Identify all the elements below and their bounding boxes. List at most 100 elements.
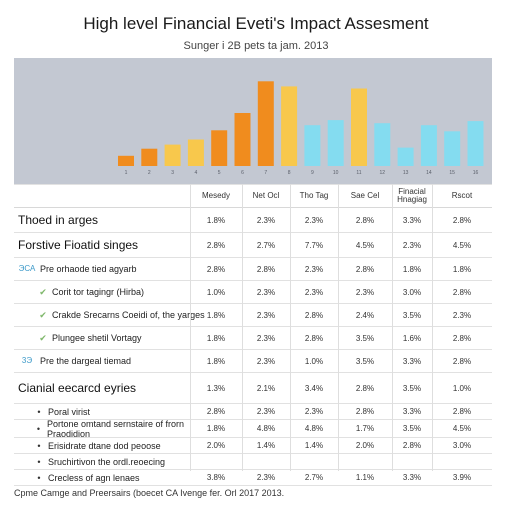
row-label: ✔ Corit tor tagingr (Hirba) — [14, 281, 214, 303]
x-tick-label: 13 — [403, 170, 409, 176]
table-cell: 2.3% — [304, 215, 324, 225]
x-tick-label: 10 — [333, 170, 339, 176]
row-label-text: Portone omtand sernstaire of frorn Praod… — [46, 418, 185, 439]
table-cell: 3.4% — [304, 383, 324, 393]
bar-9 — [304, 125, 321, 166]
table-cell: 1.8% — [206, 424, 226, 433]
row-label: Thoed in arges — [14, 208, 194, 232]
table-cell: 2.3% — [256, 356, 276, 366]
table-cell — [338, 454, 392, 469]
table-cell: 3.3% — [402, 215, 422, 225]
x-tick-label: 2 — [148, 170, 151, 176]
row-label: • Poral virist — [14, 404, 210, 419]
table-cell: 2.8% — [452, 356, 472, 366]
table-row: Forstive Fioatid singes 2.8% 2.7% 7.7% 4.5% 2… — [14, 233, 492, 258]
table-cell: 3.5% — [355, 356, 375, 366]
table-row: 3Э Pre the dargeal tiemad 1.8% 2.3% 1.0% 3.5%… — [14, 350, 492, 373]
table-cell: 1.8% — [206, 333, 226, 343]
column-header: Mesedy — [201, 191, 230, 200]
chart-title: High level Financial Eveti's Impact Asse… — [83, 14, 429, 33]
x-tick-label: 1 — [125, 170, 128, 176]
table-cell: 2.8% — [206, 407, 226, 416]
marker-icon: 3Э — [21, 356, 33, 365]
table-row: Cianial eecarcd eyries 1.3% 2.1% 3.4% 2.8% 3.… — [14, 373, 492, 404]
table-cell: 2.8% — [452, 333, 472, 343]
column-divider — [290, 184, 291, 471]
row-label: Forstive Fioatid singes — [14, 233, 194, 257]
bar-chart: 1 2 3 4 5 6 7 8 9 10 11 12 13 14 15 16 — [118, 81, 484, 176]
row-label-text: Poral virist — [48, 406, 91, 417]
row-label-text: Forstive Fioatid singes — [18, 238, 139, 252]
table-cell: 3.5% — [402, 424, 422, 433]
table-cell: 3.3% — [402, 356, 422, 366]
x-tick-label: 14 — [426, 170, 432, 176]
bar-chart-panel: 1 2 3 4 5 6 7 8 9 10 11 12 13 14 15 16 — [14, 58, 492, 184]
table-cell: 2.3% — [304, 264, 324, 274]
table-cell: 2.8% — [402, 441, 422, 450]
table-row: ✔ Crakde Srecarns Coeidi of, the yarges 1.… — [14, 304, 492, 327]
table-cell: 1.8% — [206, 310, 226, 320]
row-label-text: Pre orhaode tied agyarb — [40, 264, 137, 274]
bar-7 — [257, 81, 274, 166]
table-cell: 2.8% — [304, 333, 324, 343]
marker-icon: ЭСА — [18, 264, 36, 273]
column-divider — [392, 184, 393, 471]
table-row: ✔ Corit tor tagingr (Hirba) 1.0% 2.3% 2.3% 2.… — [14, 281, 492, 304]
bar-1 — [118, 155, 134, 166]
table-cell: 3.3% — [402, 473, 422, 482]
table-cell: 1.6% — [402, 333, 422, 343]
table-row: ЭСА Pre orhaode tied agyarb 2.8% 2.8% 2.3% 2.… — [14, 258, 492, 281]
column-header: Rscot — [451, 191, 473, 200]
impact-table: Mesedy Net Ocl Tho Tag Sae Cel Finacial Hnag… — [14, 184, 492, 486]
table-cell: 2.8% — [452, 287, 472, 297]
table-row: ✔ Plungee shetil Vortagy 1.8% 2.3% 2.8% 3.5% 1… — [14, 327, 492, 350]
row-label-text: Pre the dargeal tiemad — [40, 356, 132, 366]
row-label: ✔ Plungee shetil Vortagy — [14, 327, 214, 349]
table-cell: 2.8% — [452, 215, 472, 225]
table-cell: 3.8% — [206, 473, 226, 482]
check-icon: ✔ — [39, 287, 47, 297]
x-tick-label: 4 — [195, 170, 198, 176]
table-cell: 2.8% — [304, 310, 324, 320]
column-divider — [190, 184, 191, 471]
table-cell: 2.3% — [256, 215, 276, 225]
table-cell: 3.3% — [402, 407, 422, 416]
bar-5 — [211, 130, 228, 166]
table-cell: 4.5% — [452, 424, 472, 433]
table-cell: 3.0% — [452, 441, 472, 450]
table-cell: 2.3% — [256, 407, 276, 416]
row-label-text: Thoed in arges — [18, 213, 99, 227]
table-cell — [190, 454, 242, 469]
bullet-icon: • — [37, 440, 41, 451]
table-cell — [392, 454, 432, 469]
table-cell: 2.4% — [355, 310, 375, 320]
table-cell: 2.3% — [256, 287, 276, 297]
table-cell: 2.3% — [402, 240, 422, 250]
table-cell: 2.3% — [304, 287, 324, 297]
table-cell — [290, 454, 338, 469]
row-label-text: Corit tor tagingr (Hirba) — [52, 287, 145, 297]
column-header: Finacial Hnagiag — [397, 187, 427, 204]
table-row: • Poral virist 2.8% 2.3% 2.3% 2.8% 3.3% 2.8% — [14, 404, 492, 420]
bar-2 — [141, 148, 158, 166]
table-cell: 2.0% — [355, 441, 375, 450]
table-cell: 2.8% — [206, 240, 226, 250]
table-cell: 3.0% — [402, 287, 422, 297]
table-cell: 2.3% — [256, 473, 276, 482]
bar-16 — [467, 121, 484, 166]
bullet-icon: • — [37, 456, 41, 467]
table-row: Thoed in arges 1.8% 2.3% 2.3% 2.8% 3.3% 2.8% — [14, 208, 492, 233]
bullet-icon: • — [36, 423, 41, 434]
row-label: ✔ Crakde Srecarns Coeidi of, the yarges — [14, 304, 214, 326]
column-header: Tho Tag — [299, 191, 329, 200]
bar-3 — [164, 144, 181, 166]
row-label-text: Cianial eecarcd eyries — [18, 381, 137, 395]
table-cell: 2.3% — [355, 287, 375, 297]
table-cell: 7.7% — [304, 240, 324, 250]
table-cell: 2.0% — [206, 441, 226, 450]
row-label-text: Erisidrate dtane dod peoose — [48, 440, 161, 451]
table-row: • Erisidrate dtane dod peoose 2.0% 1.4% 1.4%… — [14, 438, 492, 454]
table-cell: 1.8% — [206, 215, 226, 225]
column-header: Net Ocl — [252, 191, 280, 200]
x-tick-label: 6 — [241, 170, 244, 176]
